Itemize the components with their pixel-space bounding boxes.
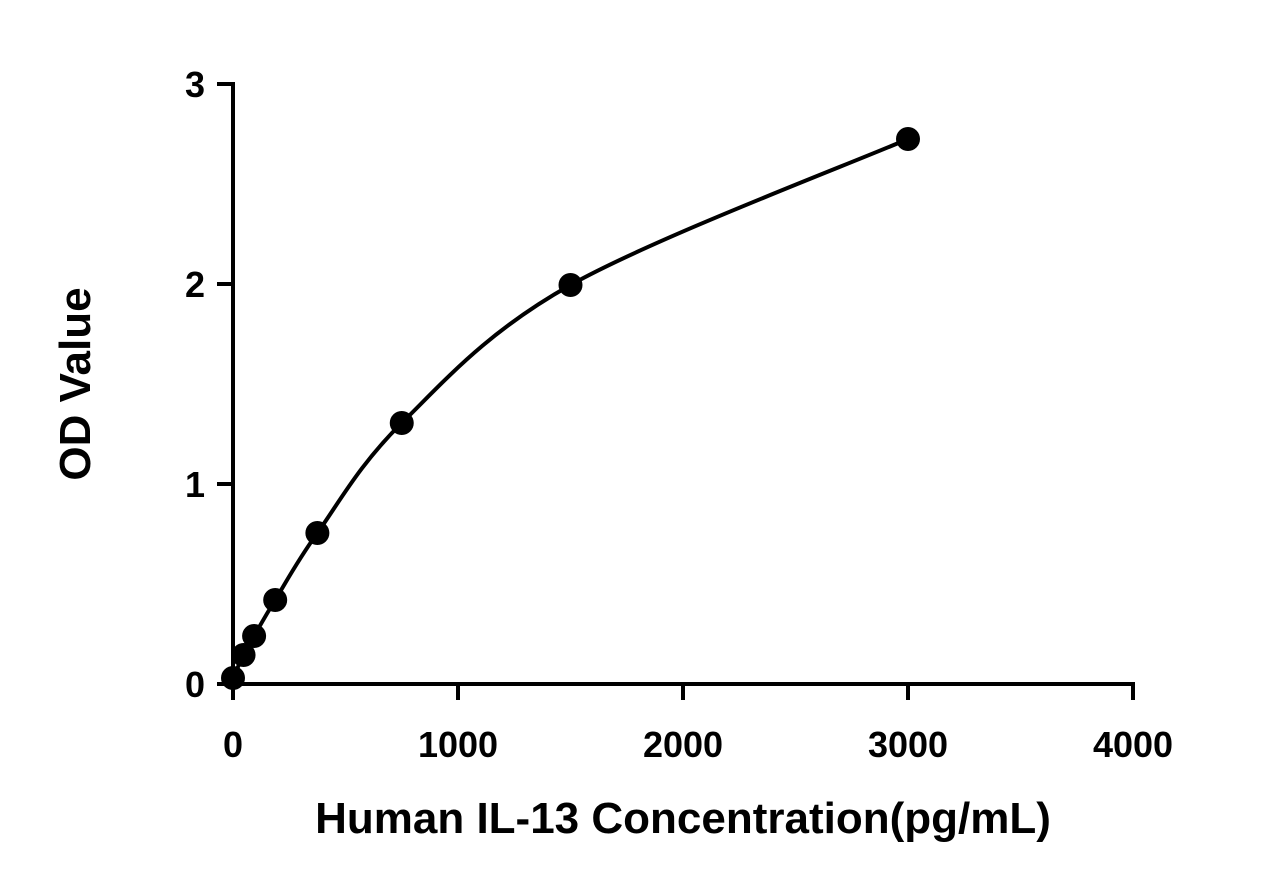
data-point	[242, 624, 267, 648]
data-point	[221, 666, 245, 690]
x-axis-title: Human IL-13 Concentration(pg/mL)	[315, 794, 1051, 843]
fit-curve	[231, 137, 909, 679]
data-point	[231, 643, 256, 667]
data-point	[389, 411, 414, 435]
x-tick-label: 2000	[643, 724, 723, 765]
x-tick-label: 3000	[868, 724, 948, 765]
data-point	[558, 273, 583, 297]
y-tick-label: 2	[185, 264, 205, 305]
y-tick-label: 0	[185, 664, 205, 705]
x-tick-label: 4000	[1093, 724, 1173, 765]
y-axis-title: OD Value	[51, 287, 100, 480]
data-point	[305, 521, 330, 545]
x-tick-label: 0	[223, 724, 243, 765]
data-point	[896, 127, 920, 151]
x-tick-label: 1000	[418, 724, 498, 765]
y-tick-label: 1	[185, 464, 205, 505]
data-point	[263, 588, 288, 612]
y-tick-label: 3	[185, 64, 205, 105]
